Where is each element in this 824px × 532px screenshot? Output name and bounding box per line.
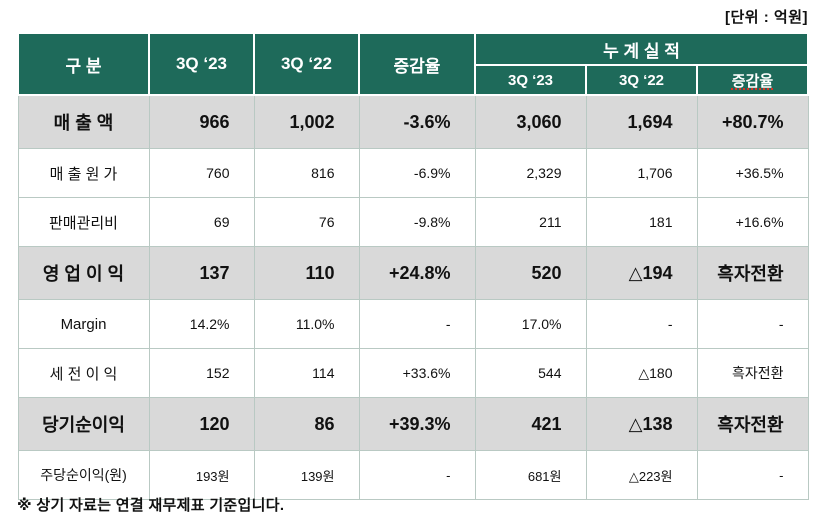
cell-cum-3q22-value: △138 [585,397,698,451]
table-row: 영 업 이 익 137 110 +24.8% 520 △194 흑자전환 [17,246,809,300]
cell-3q22-value: 816 [253,148,360,198]
table-body: 매 출 액 966 1,002 -3.6% 3,060 1,694 +80.7%… [17,94,809,500]
table-row: 매 출 원 가 760 816 -6.9% 2,329 1,706 +36.5% [17,148,809,198]
cell-change-rate: +33.6% [358,348,476,398]
cell-change-rate: +24.8% [358,246,476,300]
cell-cum-change-rate: +80.7% [696,94,809,149]
cell-cum-3q22-value: 181 [585,197,698,247]
header-cum-3q23: 3Q ‘23 [474,64,587,96]
row-label: 당기순이익 [17,397,150,451]
cell-change-rate: -6.9% [358,148,476,198]
cell-cum-3q23-value: 17.0% [474,299,587,349]
row-label: Margin [17,299,150,349]
financial-results-table: 구 분 3Q ‘23 3Q ‘22 증감율 누 계 실 적 3Q ‘23 3Q … [17,32,810,500]
header-cum-change-rate-label: 증감율 [731,72,774,90]
cell-cum-change-rate: +16.6% [696,197,809,247]
table-row: 세 전 이 익 152 114 +33.6% 544 △180 흑자전환 [17,348,809,398]
cell-cum-3q23-value: 520 [474,246,587,300]
cell-change-rate: +39.3% [358,397,476,451]
header-3q23: 3Q ‘23 [148,32,255,96]
table-row: 주당순이익(원) 193원 139원 - 681원 △223원 - [17,450,809,500]
cell-3q22-value: 110 [253,246,360,300]
cell-cum-change-rate: +36.5% [696,148,809,198]
header-cum-change-rate: 증감율 [695,64,810,96]
cell-3q22-value: 11.0% [253,299,360,349]
cell-cum-3q23-value: 3,060 [474,94,587,149]
header-cumulative-group: 누 계 실 적 [473,32,810,66]
cell-change-rate: -3.6% [358,94,476,149]
cell-3q22-value: 139원 [253,450,360,500]
table-row: 당기순이익 120 86 +39.3% 421 △138 흑자전환 [17,397,809,451]
cell-3q22-value: 114 [253,348,360,398]
cell-3q23-value: 69 [148,197,255,247]
header-change-rate: 증감율 [358,32,476,96]
cell-cum-3q23-value: 681원 [474,450,587,500]
cell-change-rate: - [358,450,476,500]
cell-3q23-value: 152 [148,348,255,398]
row-label: 매 출 액 [17,94,150,149]
cell-cum-change-rate: 흑자전환 [696,246,809,300]
cell-cum-change-rate: - [696,450,809,500]
table-row: 매 출 액 966 1,002 -3.6% 3,060 1,694 +80.7% [17,94,809,149]
cell-3q23-value: 14.2% [148,299,255,349]
cell-cum-3q23-value: 421 [474,397,587,451]
table-row: Margin 14.2% 11.0% - 17.0% - - [17,299,809,349]
cell-cum-change-rate: 흑자전환 [696,348,809,398]
cell-3q23-value: 137 [148,246,255,300]
cell-3q22-value: 1,002 [253,94,360,149]
cell-cum-3q22-value: △194 [585,246,698,300]
header-3q22: 3Q ‘22 [253,32,360,96]
cell-cum-3q23-value: 2,329 [474,148,587,198]
cell-cum-3q23-value: 544 [474,348,587,398]
table-row: 판매관리비 69 76 -9.8% 211 181 +16.6% [17,197,809,247]
cell-3q23-value: 966 [148,94,255,149]
row-label: 영 업 이 익 [17,246,150,300]
footnote: ※ 상기 자료는 연결 재무제표 기준입니다. [17,497,285,514]
cell-cum-3q22-value: △180 [585,348,698,398]
cell-3q23-value: 120 [148,397,255,451]
cell-3q22-value: 86 [253,397,360,451]
cell-3q22-value: 76 [253,197,360,247]
cell-cum-change-rate: 흑자전환 [696,397,809,451]
row-label: 판매관리비 [17,197,150,247]
cell-cum-3q22-value: - [585,299,698,349]
header-category: 구 분 [17,32,150,96]
unit-label: [단위 : 억원] [724,9,808,26]
cell-cum-3q23-value: 211 [474,197,587,247]
cell-cum-3q22-value: △223원 [585,450,698,500]
table-header: 구 분 3Q ‘23 3Q ‘22 증감율 누 계 실 적 3Q ‘23 3Q … [17,32,810,96]
cell-change-rate: - [358,299,476,349]
cell-cum-3q22-value: 1,706 [585,148,698,198]
cell-cum-change-rate: - [696,299,809,349]
row-label: 매 출 원 가 [17,148,150,198]
cell-cum-3q22-value: 1,694 [585,94,698,149]
cell-3q23-value: 760 [148,148,255,198]
row-label: 주당순이익(원) [17,450,150,500]
header-cum-3q22: 3Q ‘22 [585,64,698,96]
cell-3q23-value: 193원 [148,450,255,500]
cell-change-rate: -9.8% [358,197,476,247]
row-label: 세 전 이 익 [17,348,150,398]
